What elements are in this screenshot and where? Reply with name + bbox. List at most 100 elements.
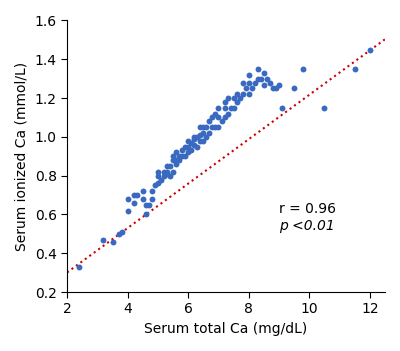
Point: [276, 82, 282, 87]
Point: [143, 202, 149, 207]
Point: [209, 124, 216, 130]
Point: [240, 91, 246, 97]
Y-axis label: Serum ionized Ca (mmol/L): Serum ionized Ca (mmol/L): [15, 62, 29, 251]
Point: [212, 124, 219, 130]
Point: [161, 169, 167, 174]
Point: [255, 66, 261, 72]
Point: [197, 138, 204, 144]
Point: [258, 76, 264, 81]
Point: [261, 82, 267, 87]
Point: [212, 111, 219, 117]
Point: [164, 163, 170, 169]
Point: [146, 202, 152, 207]
Point: [185, 138, 192, 144]
Point: [230, 95, 237, 101]
Point: [279, 105, 285, 111]
Point: [100, 237, 107, 243]
Point: [246, 91, 252, 97]
Point: [188, 148, 194, 153]
Point: [191, 134, 198, 140]
Point: [230, 105, 237, 111]
Point: [179, 148, 185, 153]
Point: [206, 119, 212, 124]
Point: [179, 153, 185, 159]
Point: [352, 66, 358, 72]
Point: [130, 192, 137, 198]
Point: [185, 144, 192, 150]
Point: [182, 144, 188, 150]
Point: [155, 181, 161, 186]
Point: [240, 80, 246, 85]
Point: [209, 115, 216, 120]
Point: [152, 183, 158, 188]
Point: [194, 144, 200, 150]
Point: [264, 76, 270, 81]
Point: [252, 80, 258, 85]
Point: [255, 76, 261, 81]
Point: [182, 153, 188, 159]
Point: [197, 132, 204, 138]
Point: [140, 188, 146, 194]
Point: [134, 192, 140, 198]
Point: [215, 124, 222, 130]
Point: [143, 212, 149, 217]
Point: [321, 105, 328, 111]
Point: [224, 95, 231, 101]
Point: [164, 171, 170, 177]
Point: [194, 134, 200, 140]
Point: [191, 142, 198, 147]
Point: [155, 169, 161, 174]
Point: [173, 150, 179, 155]
Point: [234, 99, 240, 105]
Point: [218, 119, 225, 124]
Point: [176, 153, 182, 159]
Point: [167, 173, 173, 178]
Point: [118, 229, 125, 235]
Point: [200, 124, 206, 130]
Point: [191, 136, 198, 141]
Point: [170, 169, 176, 174]
Point: [236, 95, 243, 101]
Point: [173, 161, 179, 167]
Text: p <0.01: p <0.01: [279, 219, 335, 233]
Point: [242, 86, 249, 91]
Point: [221, 105, 228, 111]
Point: [170, 153, 176, 159]
Point: [246, 72, 252, 78]
Point: [267, 80, 273, 85]
Point: [197, 124, 204, 130]
Point: [234, 91, 240, 97]
X-axis label: Serum total Ca (mg/dL): Serum total Ca (mg/dL): [144, 322, 308, 336]
Point: [167, 163, 173, 169]
Point: [173, 157, 179, 163]
Point: [188, 140, 194, 146]
Point: [261, 70, 267, 76]
Point: [176, 157, 182, 163]
Point: [170, 157, 176, 163]
Point: [140, 196, 146, 202]
Point: [203, 134, 210, 140]
Point: [161, 173, 167, 178]
Point: [206, 130, 212, 136]
Point: [248, 86, 255, 91]
Point: [200, 138, 206, 144]
Point: [158, 177, 164, 183]
Point: [200, 130, 206, 136]
Point: [76, 264, 82, 270]
Point: [215, 105, 222, 111]
Point: [203, 124, 210, 130]
Point: [300, 66, 306, 72]
Point: [124, 208, 131, 213]
Point: [124, 196, 131, 202]
Point: [130, 200, 137, 206]
Point: [221, 99, 228, 105]
Point: [246, 80, 252, 85]
Point: [224, 111, 231, 117]
Point: [291, 86, 297, 91]
Point: [185, 150, 192, 155]
Point: [273, 86, 279, 91]
Point: [270, 86, 276, 91]
Point: [109, 239, 116, 244]
Point: [115, 231, 122, 237]
Point: [215, 115, 222, 120]
